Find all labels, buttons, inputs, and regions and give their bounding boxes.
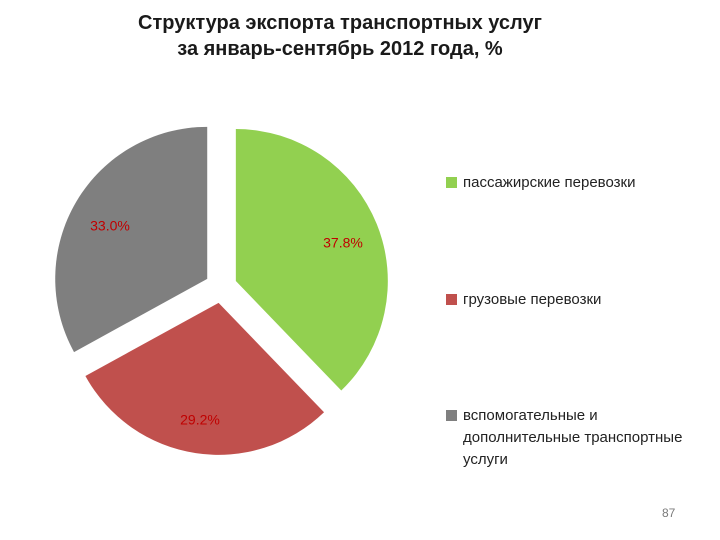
legend-label-passenger: пассажирские перевозки bbox=[463, 174, 636, 191]
legend-item-passenger: пассажирские перевозки bbox=[446, 172, 716, 194]
legend-swatch-auxiliary bbox=[446, 410, 457, 421]
legend-swatch-cargo bbox=[446, 294, 457, 305]
legend-label-cargo: грузовые перевозки bbox=[463, 291, 602, 308]
legend-item-auxiliary: вспомогательные и дополнительные транспо… bbox=[446, 405, 716, 471]
pie-slices bbox=[55, 126, 388, 455]
legend-label-auxiliary: вспомогательные и дополнительные транспо… bbox=[463, 407, 683, 468]
pie-slice-passenger bbox=[235, 129, 388, 391]
chart-title-line-1: Структура экспорта транспортных услуг bbox=[138, 12, 542, 34]
chart-title-line-2: за январь-сентябрь 2012 года, % bbox=[177, 38, 503, 60]
pie-slice-cargo bbox=[85, 302, 325, 455]
legend-swatch-passenger bbox=[446, 177, 457, 188]
data-label-passenger: 37.8% bbox=[323, 235, 363, 251]
page-number: 87 bbox=[662, 506, 676, 520]
chart-title: Структура экспорта транспортных услуг за… bbox=[0, 10, 680, 62]
legend-item-cargo: грузовые перевозки bbox=[446, 289, 716, 311]
pie-slice-auxiliary bbox=[55, 126, 208, 353]
data-label-auxiliary: 33.0% bbox=[90, 218, 130, 234]
pie-data-labels: 37.8% 29.2% 33.0% bbox=[90, 218, 363, 428]
data-label-cargo: 29.2% bbox=[180, 412, 220, 428]
